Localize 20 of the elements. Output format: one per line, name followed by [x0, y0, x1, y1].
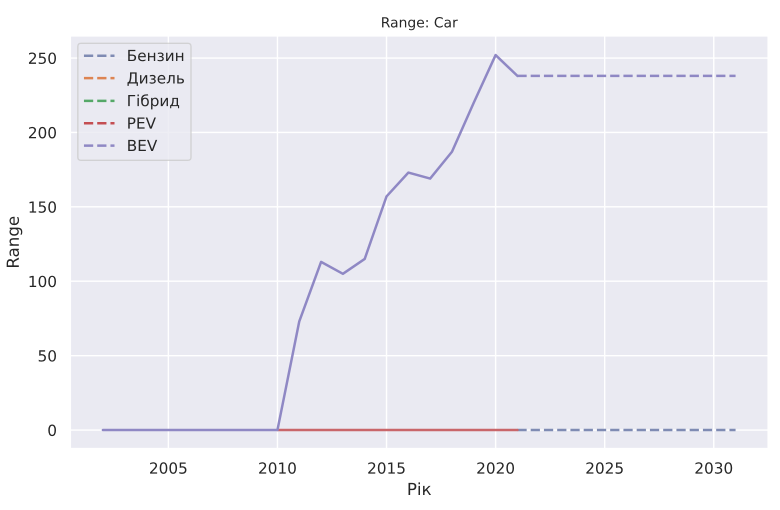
y-tick-label: 150 — [30, 201, 56, 213]
legend-label: Дизель — [127, 72, 184, 86]
chart-title: Range: Car — [382, 17, 458, 30]
y-tick-label: 100 — [30, 276, 56, 288]
x-tick-label: 2025 — [586, 462, 623, 474]
x-tick-label: 2015 — [368, 462, 405, 474]
legend-label: BEV — [128, 140, 158, 152]
y-axis-title: Range — [6, 216, 22, 268]
legend-label: PEV — [128, 117, 156, 129]
y-tick-label: 0 — [48, 424, 56, 436]
x-tick-label: 2030 — [695, 462, 732, 474]
y-tick-label: 50 — [38, 350, 56, 362]
legend-label: Бензин — [128, 50, 184, 62]
x-axis-title: Рік — [408, 482, 432, 495]
legend-label: Гібрид — [128, 94, 180, 110]
y-tick-label: 250 — [28, 52, 56, 64]
x-tick-label: 2020 — [477, 462, 514, 474]
x-tick-label: 2005 — [150, 462, 186, 474]
x-tick-label: 2010 — [259, 462, 296, 474]
y-tick-label: 200 — [28, 126, 56, 138]
